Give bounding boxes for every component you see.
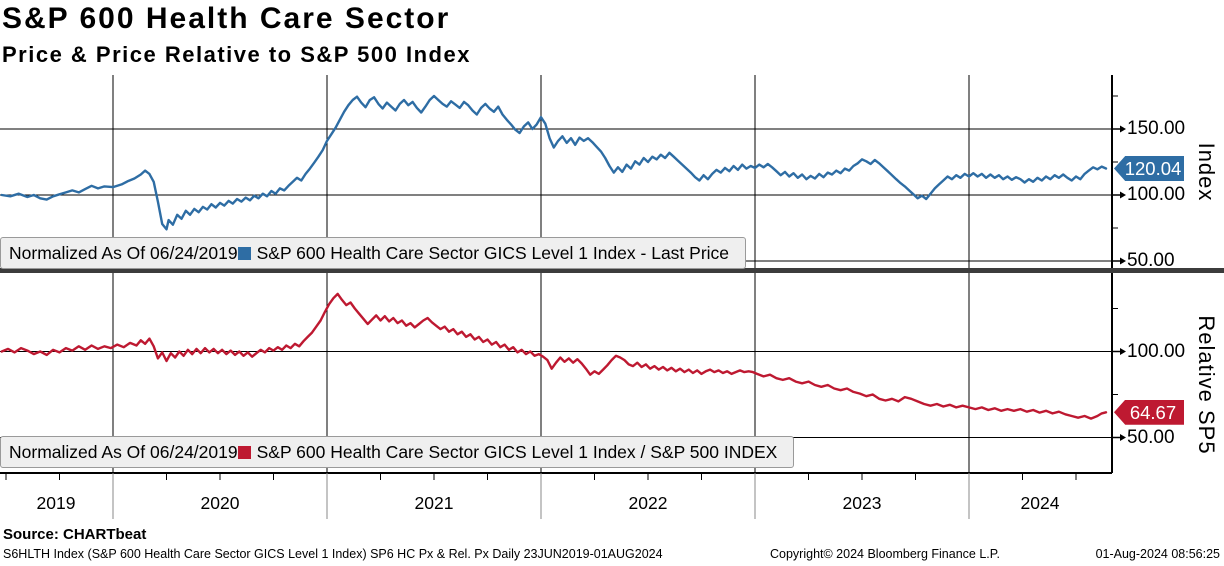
tick-arrow-icon (1120, 191, 1126, 199)
year-label-2023: 2023 (842, 493, 882, 513)
footer-copyright: Copyright© 2024 Bloomberg Finance L.P. (770, 547, 1000, 561)
axis-tick-label: 50.00 (1127, 250, 1175, 271)
last-price-flag-relative: 64.67 (1114, 399, 1184, 425)
legend-swatch-red-icon (237, 445, 251, 459)
series-line-relative (0, 292, 1108, 420)
year-label-2019: 2019 (36, 493, 76, 513)
axis-title-index: Index (1194, 142, 1219, 202)
tick-arrow-icon (1120, 348, 1126, 355)
page-title: S&P 600 Health Care Sector (2, 2, 451, 35)
page-subtitle: Price & Price Relative to S&P 500 Index (2, 42, 471, 67)
axis-tick-label: 50.00 (1127, 426, 1175, 448)
year-label-2024: 2024 (1020, 493, 1060, 513)
last-price-flag-index: 120.04 (1114, 156, 1184, 182)
axis-title-relative-sp5: Relative SP5 (1194, 315, 1219, 455)
footer-timestamp: 01-Aug-2024 08:56:25 (1095, 547, 1220, 561)
legend-normalized-note: Normalized As Of 06/24/2019 (9, 243, 238, 263)
year-label-2021: 2021 (414, 493, 454, 513)
legend-swatch-blue-icon (237, 246, 251, 260)
tick-arrow-icon (1120, 257, 1126, 265)
legend-series-label-price: S&P 600 Health Care Sector GICS Level 1 … (256, 243, 730, 263)
source-label: Source: CHARTbeat (3, 526, 147, 543)
axis-tick-label: 100.00 (1127, 184, 1186, 205)
tick-arrow-icon (1120, 125, 1126, 133)
legend-relative-panel: Normalized As Of 06/24/2019 S&P 600 Heal… (0, 436, 795, 468)
year-label-2022: 2022 (628, 493, 668, 513)
tick-arrow-icon (1120, 434, 1126, 441)
footer-description: S6HLTH Index (S&P 600 Health Care Sector… (3, 547, 663, 561)
year-label-2020: 2020 (200, 493, 240, 513)
legend-series-label-relative: S&P 600 Health Care Sector GICS Level 1 … (256, 442, 778, 462)
axis-tick-label: 100.00 (1127, 340, 1186, 362)
legend-price-panel: Normalized As Of 06/24/2019 S&P 600 Heal… (0, 237, 747, 269)
panel-separator (0, 268, 1224, 273)
legend-normalized-note: Normalized As Of 06/24/2019 (9, 442, 238, 462)
series-line-price (0, 94, 1108, 231)
axis-tick-label: 150.00 (1127, 118, 1186, 139)
